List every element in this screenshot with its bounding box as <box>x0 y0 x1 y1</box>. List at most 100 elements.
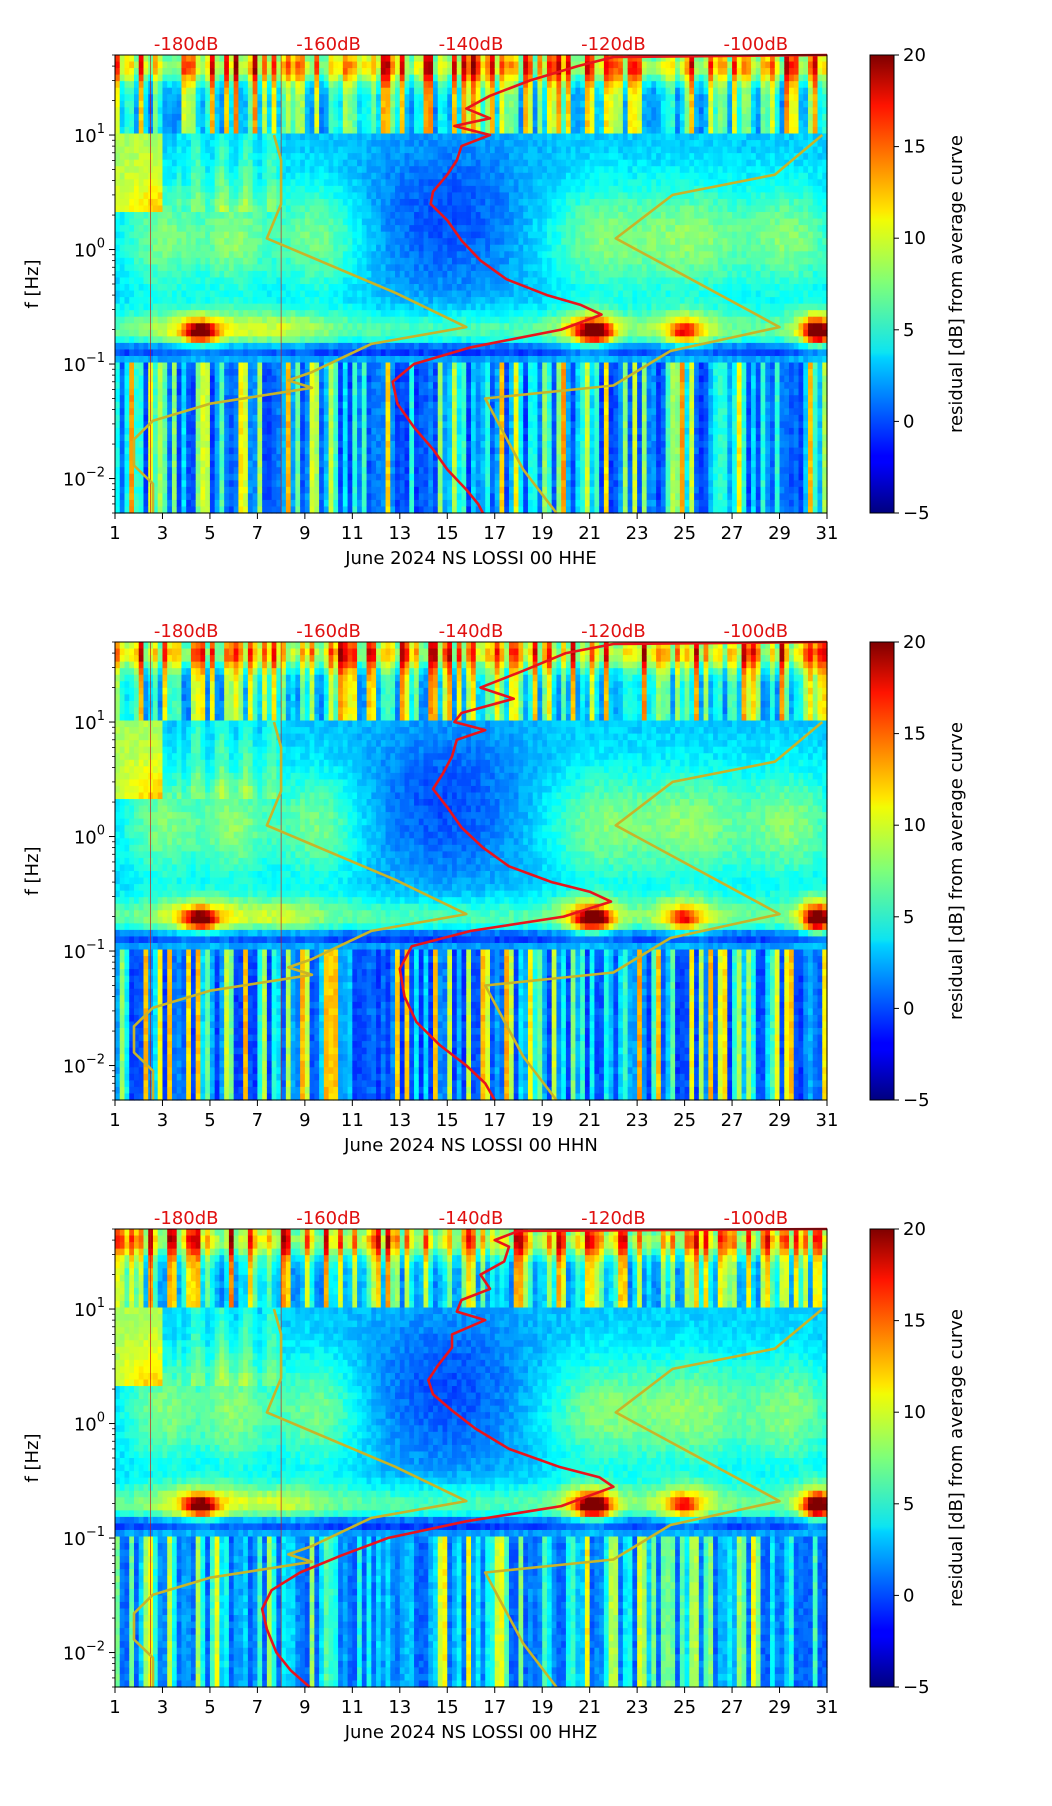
heatmap-cell <box>423 179 429 187</box>
heatmap-cell <box>309 133 315 141</box>
heatmap-cell <box>290 297 296 305</box>
heatmap-cell <box>228 375 235 383</box>
heatmap-cell <box>276 369 282 377</box>
heatmap-cell <box>162 251 168 259</box>
heatmap-cell <box>133 126 140 135</box>
heatmap-cell <box>380 310 387 318</box>
heatmap-cell <box>276 427 282 436</box>
heatmap-cell <box>304 355 311 364</box>
heatmap-cell <box>342 113 349 122</box>
heatmap-cell <box>290 159 296 167</box>
heatmap-cell <box>266 414 273 422</box>
heatmap-cell <box>433 388 439 396</box>
heatmap-cell <box>442 284 448 292</box>
heatmap-cell <box>124 427 130 436</box>
heatmap-cell <box>423 493 429 501</box>
heatmap-cell <box>323 486 330 494</box>
heatmap-cell <box>133 61 140 69</box>
heatmap-cell <box>361 441 368 449</box>
heatmap-cell <box>323 218 330 226</box>
heatmap-cell <box>285 506 292 514</box>
heatmap-cell <box>176 362 183 370</box>
heatmap-cell <box>281 231 287 239</box>
heatmap-cell <box>366 401 372 409</box>
heatmap-cell <box>214 329 221 337</box>
heatmap-cell <box>162 140 168 148</box>
heatmap-cell <box>366 218 372 226</box>
heatmap-cell <box>228 185 235 193</box>
heatmap-cell <box>200 61 206 69</box>
heatmap-cell <box>252 126 258 135</box>
heatmap-cell <box>423 395 429 403</box>
heatmap-cell <box>281 159 287 167</box>
heatmap-cell <box>304 303 311 311</box>
heatmap-cell <box>352 316 358 324</box>
heatmap-cell <box>247 441 254 449</box>
heatmap-cell <box>205 460 211 468</box>
heatmap-cell <box>233 159 240 167</box>
heatmap-cell <box>233 382 240 390</box>
heatmap-cell <box>300 375 306 383</box>
heatmap-cell <box>266 493 273 501</box>
heatmap-cell <box>247 336 254 344</box>
heatmap-cell <box>243 179 249 187</box>
heatmap-cell <box>309 192 315 200</box>
heatmap-cell <box>347 61 353 69</box>
heatmap-cell <box>385 473 391 481</box>
heatmap-cell <box>167 277 173 285</box>
heatmap-cell <box>200 369 206 377</box>
heatmap-cell <box>228 68 235 76</box>
heatmap-cell <box>186 153 192 161</box>
heatmap-cell <box>195 264 202 272</box>
heatmap-cell <box>257 290 263 298</box>
heatmap-cell <box>338 277 344 285</box>
heatmap-cell <box>352 120 358 128</box>
heatmap-cell <box>357 434 363 442</box>
heatmap-cell <box>309 113 315 122</box>
heatmap-cell <box>395 316 401 324</box>
heatmap-cell <box>342 493 349 501</box>
heatmap-cell <box>252 212 258 220</box>
heatmap-cell <box>390 447 396 455</box>
heatmap-cell <box>186 473 192 481</box>
heatmap-cell <box>276 264 282 272</box>
heatmap-cell <box>376 382 382 390</box>
heatmap-cell <box>119 205 126 213</box>
heatmap-cell <box>266 303 273 311</box>
heatmap-cell <box>252 480 258 488</box>
heatmap-cell <box>171 264 178 272</box>
heatmap-cell <box>323 395 330 403</box>
heatmap-cell <box>447 140 453 148</box>
heatmap-cell <box>238 225 244 233</box>
heatmap-cell <box>423 467 429 475</box>
heatmap-cell <box>290 355 296 364</box>
heatmap-cell <box>442 297 448 305</box>
heatmap-cell <box>418 87 425 95</box>
heatmap-cell <box>266 310 273 318</box>
heatmap-cell <box>176 166 183 174</box>
heatmap-cell <box>399 113 406 122</box>
heatmap-cell <box>447 336 453 344</box>
heatmap-cell <box>115 421 121 429</box>
heatmap-cell <box>247 140 254 148</box>
heatmap-cell <box>157 342 164 351</box>
heatmap-cell <box>437 369 444 377</box>
heatmap-cell <box>323 68 330 76</box>
heatmap-cell <box>385 185 391 193</box>
heatmap-cell <box>414 68 420 76</box>
heatmap-cell <box>167 159 173 167</box>
heatmap-cell <box>385 421 391 429</box>
heatmap-cell <box>376 172 382 180</box>
heatmap-cell <box>333 205 339 213</box>
heatmap-cell <box>414 297 420 305</box>
heatmap-cell <box>190 81 197 89</box>
heatmap-cell <box>171 185 178 193</box>
heatmap-cell <box>423 342 429 351</box>
heatmap-cell <box>380 506 387 514</box>
heatmap-cell <box>380 126 387 135</box>
heatmap-cell <box>390 251 396 259</box>
heatmap-cell <box>219 140 225 148</box>
heatmap-cell <box>252 303 258 311</box>
heatmap-cell <box>366 329 372 337</box>
heatmap-cell <box>418 427 425 436</box>
